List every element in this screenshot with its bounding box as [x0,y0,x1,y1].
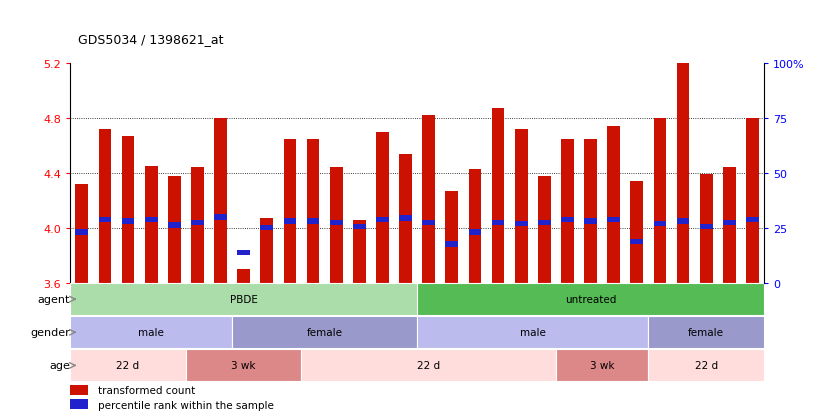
Text: 22 d: 22 d [116,361,140,370]
Bar [561,139,574,283]
Bar [515,221,528,227]
Bar [232,317,417,348]
Bar [538,176,551,283]
Text: age: age [50,361,70,370]
Text: gender: gender [31,328,70,337]
Bar [98,217,112,223]
Text: 22 d: 22 d [417,361,440,370]
Bar [648,317,764,348]
Bar [353,224,366,230]
Bar [260,218,273,283]
Bar [301,350,556,381]
Bar [538,220,551,225]
Bar [214,119,227,283]
Bar [746,119,759,283]
Bar [676,64,690,283]
Bar [399,216,412,221]
Bar [422,116,435,283]
Text: transformed count: transformed count [98,385,195,395]
Bar [191,220,204,225]
Bar [306,218,320,224]
Bar [306,139,320,283]
Bar [376,133,389,283]
Bar [417,317,648,348]
Bar [630,239,643,244]
Bar [399,154,412,283]
Bar [445,242,458,247]
Bar [607,127,620,283]
Bar [70,317,232,348]
Bar [98,130,112,283]
Bar [468,230,482,235]
Text: 22 d: 22 d [695,361,718,370]
Bar [648,350,764,381]
Bar [260,225,273,231]
Text: 3 wk: 3 wk [231,361,256,370]
Bar [70,284,417,315]
Bar [676,218,690,224]
Text: PBDE: PBDE [230,294,258,304]
Bar [168,176,181,283]
Bar [556,350,648,381]
Text: male: male [138,328,164,337]
Bar [75,184,88,283]
Bar [700,224,713,230]
Bar [607,217,620,223]
Bar [723,220,736,225]
Bar [145,166,158,283]
Text: 3 wk: 3 wk [590,361,615,370]
Bar [214,214,227,220]
Bar [121,137,135,283]
Text: GDS5034 / 1398621_at: GDS5034 / 1398621_at [78,33,224,45]
Bar [70,350,186,381]
Bar [515,130,528,283]
Bar [168,223,181,228]
Bar [491,109,505,283]
Bar [70,399,88,410]
Bar [700,175,713,283]
Bar [70,385,88,395]
Bar [186,350,301,381]
Bar [191,168,204,283]
Text: male: male [520,328,546,337]
Bar [330,220,343,225]
Bar [353,220,366,283]
Text: agent: agent [38,294,70,304]
Bar [237,250,250,256]
Bar [330,168,343,283]
Bar [376,217,389,223]
Bar [630,182,643,283]
Bar [283,139,297,283]
Bar [584,218,597,224]
Bar [468,169,482,283]
Text: percentile rank within the sample: percentile rank within the sample [98,400,274,410]
Bar [145,217,158,223]
Bar [445,191,458,283]
Text: female: female [688,328,724,337]
Bar [653,221,667,227]
Bar [746,217,759,223]
Text: female: female [306,328,343,337]
Bar [283,218,297,224]
Bar [75,230,88,235]
Bar [561,217,574,223]
Text: untreated: untreated [565,294,616,304]
Bar [422,220,435,225]
Bar [584,139,597,283]
Bar [121,218,135,224]
Bar [417,284,764,315]
Bar [491,220,505,225]
Bar [237,269,250,283]
Bar [653,119,667,283]
Bar [723,168,736,283]
